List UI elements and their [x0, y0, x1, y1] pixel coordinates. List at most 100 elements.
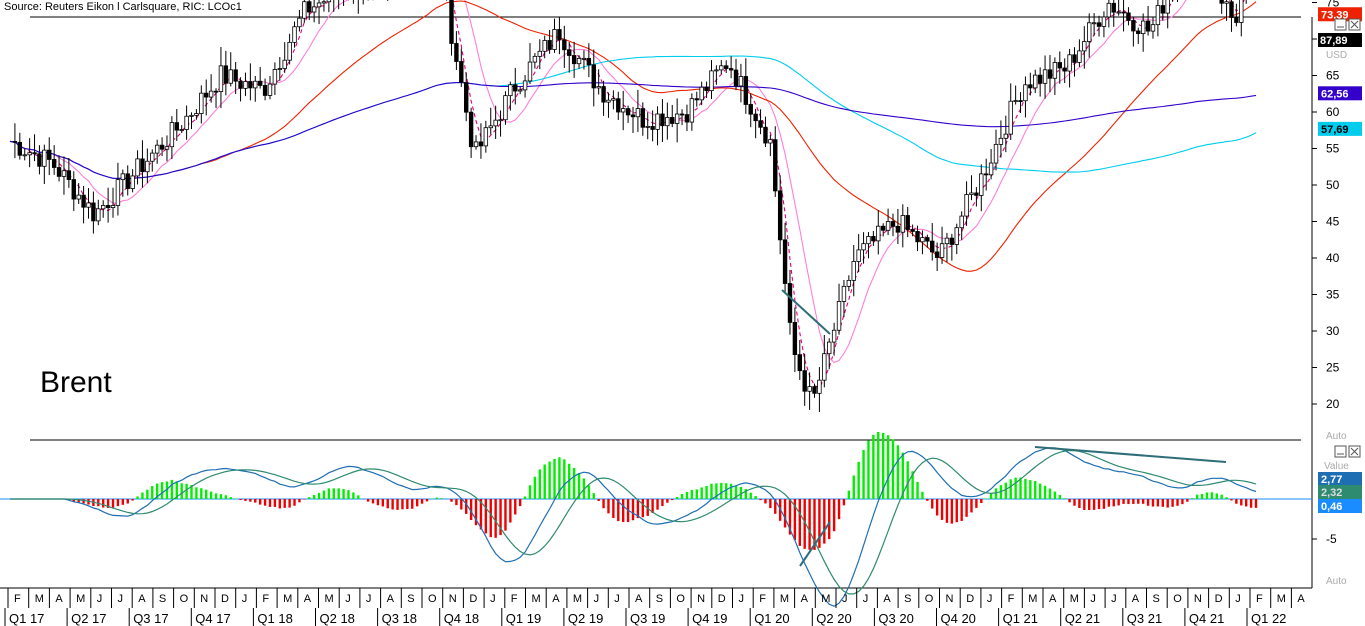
macd-tag-box: [1318, 472, 1362, 486]
month-label: J: [345, 593, 351, 605]
candle-body: [797, 354, 802, 372]
candle-body: [76, 194, 81, 200]
month-label: A: [552, 593, 560, 605]
month-label: O: [925, 593, 934, 605]
signal-line: [10, 449, 1257, 595]
candle-body: [939, 243, 945, 258]
series-tag-box: [1318, 7, 1362, 22]
candle-body: [140, 158, 145, 173]
candle-body: [949, 237, 955, 245]
macd-tag-label: 2,32: [1321, 487, 1342, 499]
candle-body: [1121, 11, 1126, 14]
candle-body: [1077, 50, 1082, 63]
candle-body: [66, 170, 72, 180]
candle-body: [1042, 69, 1048, 84]
candle-body: [709, 70, 714, 92]
macd-histogram: [0, 431, 1312, 550]
candle-body: [650, 126, 655, 130]
candle-body: [464, 82, 469, 113]
candle-body: [1229, 1, 1234, 18]
candle-body: [164, 146, 170, 150]
candle-body: [282, 59, 287, 69]
minimize-icon[interactable]: [1334, 18, 1347, 31]
quarter-label: Q2 18: [320, 611, 355, 626]
candle-body: [635, 108, 641, 118]
quarter-label: Q4 17: [195, 611, 230, 626]
candle-body: [704, 86, 709, 92]
candle-body: [262, 85, 268, 96]
candle-body: [1008, 100, 1013, 135]
candle-body: [302, 1, 307, 19]
candle-body: [32, 152, 37, 155]
candle-body: [1136, 30, 1141, 34]
candle-body: [105, 205, 111, 209]
chart-source: Source: Reuters Eikon l Carlsquare, RIC:…: [4, 1, 242, 13]
candle-body: [223, 65, 229, 84]
candle-body: [979, 173, 984, 196]
month-label: F: [1008, 593, 1015, 605]
candle-body: [699, 86, 704, 101]
series-tag-box: [1318, 86, 1362, 101]
month-label: S: [656, 593, 663, 605]
top-panel-controls[interactable]: [1334, 18, 1361, 31]
trendline: [781, 289, 831, 335]
close-glyph: [1350, 447, 1359, 456]
candle-body: [71, 179, 76, 200]
candle-body: [51, 159, 57, 168]
month-label: M: [821, 593, 830, 605]
candle-body: [517, 89, 523, 92]
candle-body: [1023, 84, 1028, 102]
candle-body: [120, 173, 126, 181]
candle-body: [581, 57, 587, 60]
macd-tag-label: 0,46: [1321, 501, 1342, 513]
macd-tag-label: 2,77: [1321, 474, 1342, 486]
candle-body: [920, 237, 925, 243]
month-label: M: [573, 593, 582, 605]
value-label: Value: [1324, 461, 1349, 472]
month-label: M: [283, 593, 292, 605]
candle-body: [787, 283, 793, 323]
month-label: F: [262, 593, 269, 605]
month-label: M: [780, 593, 789, 605]
month-label: N: [946, 593, 954, 605]
candle-body: [42, 149, 47, 167]
auto-scale-button[interactable]: Auto: [1326, 576, 1347, 587]
y-tick-label: 25: [1326, 361, 1340, 375]
candle-body: [876, 225, 881, 242]
month-label: D: [469, 593, 477, 605]
month-label: O: [180, 593, 189, 605]
candle-body: [856, 249, 861, 262]
candle-body: [606, 99, 611, 103]
quarter-label: Q2 20: [816, 611, 851, 626]
candle-body: [1067, 54, 1072, 72]
candle-body: [1224, 1, 1229, 4]
candle-body: [782, 239, 788, 284]
month-label: A: [55, 593, 63, 605]
candle-body: [719, 65, 724, 71]
candle-body: [807, 386, 812, 392]
bottom-panel-controls[interactable]: [1334, 445, 1361, 458]
quarter-label: Q1 19: [506, 611, 541, 626]
month-label: J: [366, 593, 372, 605]
quarter-label: Q3 19: [630, 611, 665, 626]
month-label: A: [635, 593, 643, 605]
month-label: N: [697, 593, 705, 605]
candle-body: [243, 81, 248, 89]
candle-body: [1101, 16, 1107, 27]
minimize-icon[interactable]: [1334, 445, 1347, 458]
candle-body: [915, 231, 920, 243]
candle-body: [22, 154, 27, 157]
candle-body: [964, 194, 969, 217]
candle-body: [831, 329, 837, 343]
auto-scale-button[interactable]: Auto: [1326, 431, 1347, 442]
candle-body: [1106, 2, 1112, 18]
candle-body: [969, 192, 974, 195]
candle-body: [1131, 20, 1136, 32]
candle-body: [905, 215, 910, 230]
candle-body: [199, 92, 204, 114]
candle-body: [974, 192, 979, 196]
month-label: M: [325, 593, 334, 605]
candle-body: [154, 144, 160, 154]
month-label: D: [718, 593, 726, 605]
